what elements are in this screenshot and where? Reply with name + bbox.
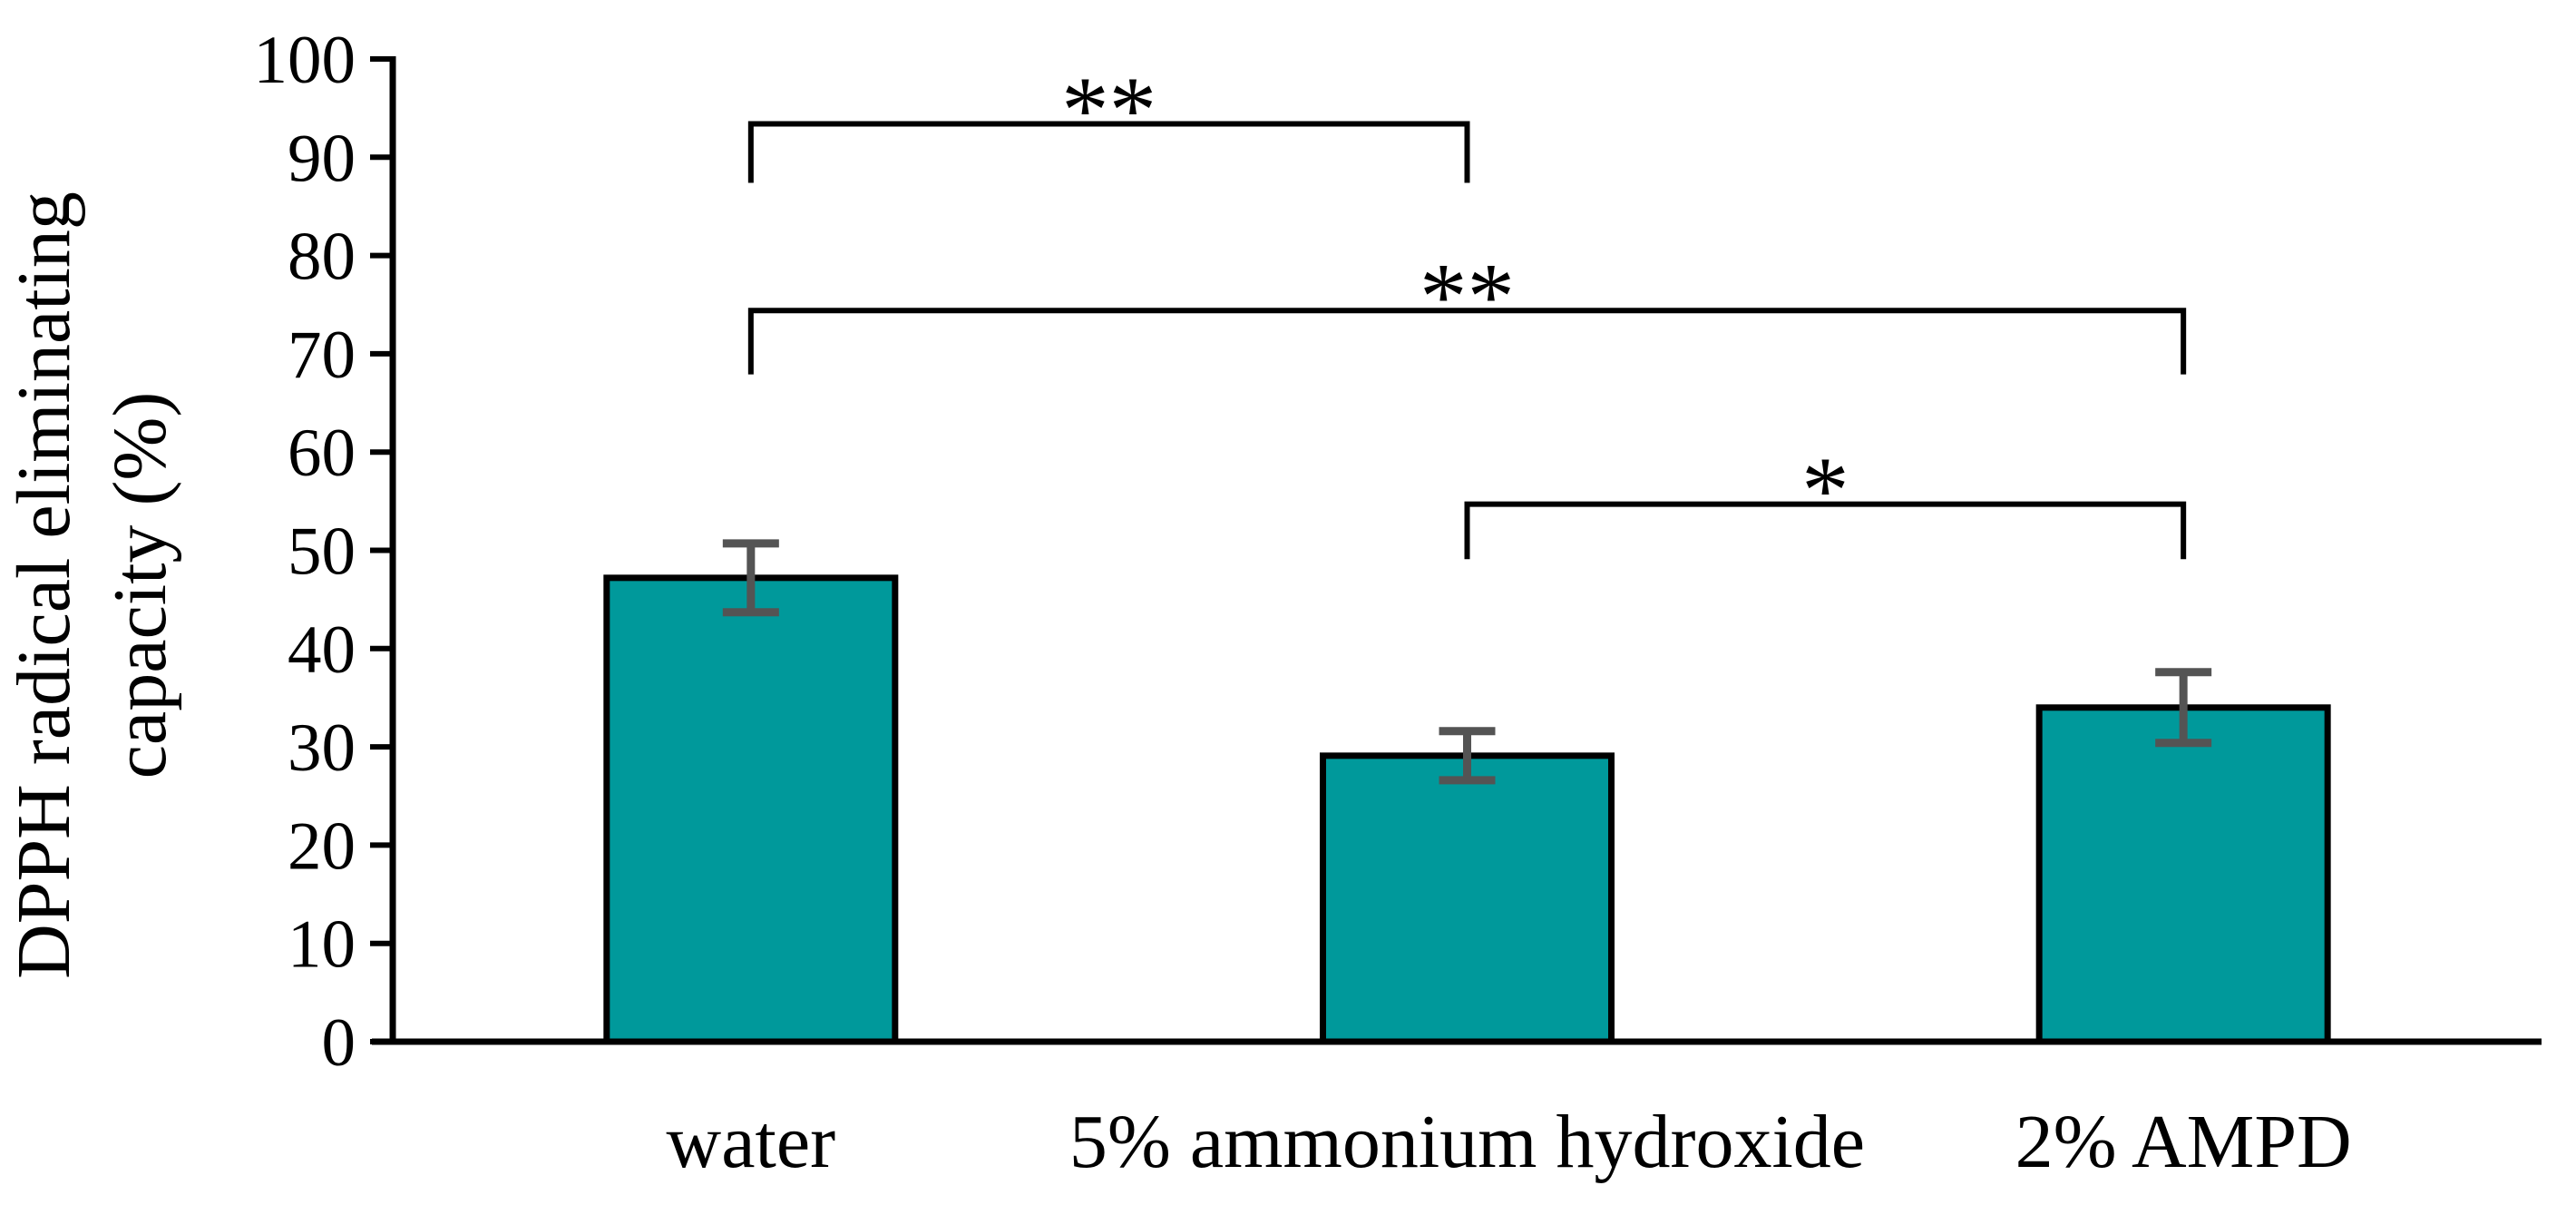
y-axis-title-line2: capacity (%)	[98, 392, 182, 779]
y-tick-label: 80	[288, 220, 356, 295]
bar-5-ammonium-hydroxide	[1320, 752, 1615, 1045]
sig-bracket-2	[747, 308, 2187, 375]
y-tick-label: 40	[288, 612, 356, 688]
significance-annotations-layer: *****	[747, 56, 2187, 560]
y-tick-label: 0	[322, 1005, 356, 1081]
y-tick-label: 20	[288, 808, 356, 884]
y-tick-label: 60	[288, 416, 356, 491]
y-axis-title-line1: DPPH radical eliminating	[2, 191, 86, 979]
y-tick-label: 70	[288, 318, 356, 393]
y-tick-label: 10	[288, 907, 356, 983]
bar-2-ampd	[2035, 704, 2331, 1045]
category-label-5-ammonium-hydroxide: 5% ammonium hydroxide	[1069, 1100, 1865, 1184]
sig-bracket-label-3: *	[1801, 437, 1849, 544]
sig-bracket-label-1: **	[1061, 56, 1156, 162]
y-tick-label: 30	[288, 710, 356, 786]
error-bars-layer	[722, 539, 2212, 785]
sig-bracket-1	[747, 121, 1470, 183]
sig-bracket-3	[1464, 501, 2187, 560]
y-tick-label: 90	[288, 121, 356, 196]
category-label-water: water	[667, 1100, 836, 1184]
category-label-2-ampd: 2% AMPD	[2015, 1100, 2352, 1184]
y-tick-label: 100	[254, 23, 356, 98]
y-tick-label: 50	[288, 514, 356, 590]
axes-layer: 0 10 20 30 40 50 60 70 80 90 100	[254, 23, 2542, 1081]
bars-layer	[603, 574, 2331, 1045]
sig-bracket-label-2: **	[1420, 243, 1515, 349]
bar-water	[603, 574, 899, 1045]
labels-layer: DPPH radical eliminating capacity (%) wa…	[2, 191, 2352, 1184]
